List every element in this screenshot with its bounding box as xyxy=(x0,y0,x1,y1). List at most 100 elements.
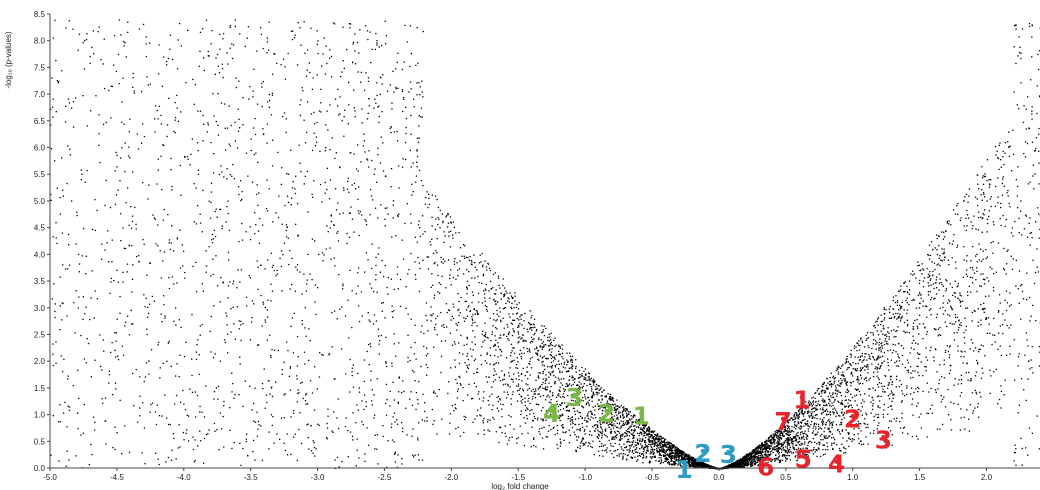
data-point xyxy=(994,335,995,336)
data-point xyxy=(1026,273,1027,274)
data-point xyxy=(177,68,178,69)
data-point xyxy=(359,392,360,393)
data-point xyxy=(518,325,519,326)
data-point xyxy=(122,346,123,347)
data-point xyxy=(918,295,919,296)
data-point xyxy=(504,328,505,329)
data-point xyxy=(621,448,622,449)
data-point xyxy=(816,456,817,457)
data-point xyxy=(445,216,446,217)
data-point xyxy=(867,424,868,425)
data-point xyxy=(134,91,135,92)
data-point xyxy=(115,383,116,384)
data-point xyxy=(257,205,258,206)
data-point xyxy=(975,229,976,230)
data-point xyxy=(937,429,938,430)
data-point xyxy=(589,434,590,435)
data-point xyxy=(489,268,490,269)
data-point xyxy=(808,428,809,429)
data-point xyxy=(591,378,592,379)
data-point xyxy=(160,367,161,368)
data-point xyxy=(361,400,362,401)
data-point xyxy=(525,423,526,424)
data-point xyxy=(208,429,209,430)
data-point xyxy=(483,422,484,423)
data-point xyxy=(497,314,498,315)
data-point xyxy=(270,355,271,356)
data-point xyxy=(897,302,898,303)
data-point xyxy=(656,442,657,443)
data-point xyxy=(986,277,987,278)
data-point xyxy=(383,170,384,171)
data-point xyxy=(393,382,394,383)
data-point xyxy=(893,398,894,399)
data-point xyxy=(878,334,879,335)
data-point xyxy=(245,46,246,47)
data-point xyxy=(68,244,69,245)
data-point xyxy=(291,326,292,327)
data-point xyxy=(930,291,931,292)
data-point xyxy=(1017,195,1018,196)
data-point xyxy=(839,431,840,432)
data-point xyxy=(895,331,896,332)
data-point xyxy=(344,110,345,111)
data-point xyxy=(901,390,902,391)
data-point xyxy=(403,99,404,100)
data-point xyxy=(990,375,991,376)
data-point xyxy=(524,328,525,329)
data-point xyxy=(402,111,403,112)
data-point xyxy=(501,408,502,409)
data-point xyxy=(79,263,80,264)
data-point xyxy=(395,356,396,357)
data-point xyxy=(485,360,486,361)
data-point xyxy=(311,279,312,280)
data-point xyxy=(351,327,352,328)
data-point xyxy=(164,318,165,319)
data-point xyxy=(677,451,678,452)
data-point xyxy=(545,344,546,345)
data-point xyxy=(1005,226,1006,227)
data-point xyxy=(977,198,978,199)
data-point xyxy=(381,45,382,46)
data-point xyxy=(554,357,555,358)
data-point xyxy=(498,276,499,277)
data-point xyxy=(520,400,521,401)
data-point xyxy=(361,421,362,422)
data-point xyxy=(372,244,373,245)
data-point xyxy=(925,370,926,371)
data-point xyxy=(814,424,815,425)
data-point xyxy=(240,200,241,201)
data-point xyxy=(156,424,157,425)
data-point xyxy=(872,388,873,389)
data-point xyxy=(833,397,834,398)
data-point xyxy=(575,359,576,360)
data-point xyxy=(222,282,223,283)
data-point xyxy=(518,319,519,320)
data-point xyxy=(574,434,575,435)
data-point xyxy=(957,203,958,204)
data-point xyxy=(240,180,241,181)
data-point xyxy=(281,167,282,168)
data-point xyxy=(560,354,561,355)
data-point xyxy=(87,170,88,171)
data-point xyxy=(146,36,147,37)
data-point xyxy=(373,291,374,292)
data-point xyxy=(826,435,827,436)
data-point xyxy=(423,333,424,334)
data-point xyxy=(186,429,187,430)
data-point xyxy=(223,416,224,417)
data-point xyxy=(837,384,838,385)
data-point xyxy=(534,418,535,419)
data-point xyxy=(377,378,378,379)
data-point xyxy=(61,70,62,71)
data-point xyxy=(997,349,998,350)
data-point xyxy=(402,89,403,90)
data-point xyxy=(643,451,644,452)
data-point xyxy=(518,379,519,380)
data-point xyxy=(518,372,519,373)
data-point xyxy=(92,229,93,230)
data-point xyxy=(862,341,863,342)
data-point xyxy=(138,261,139,262)
data-point xyxy=(971,221,972,222)
data-point xyxy=(78,307,79,308)
